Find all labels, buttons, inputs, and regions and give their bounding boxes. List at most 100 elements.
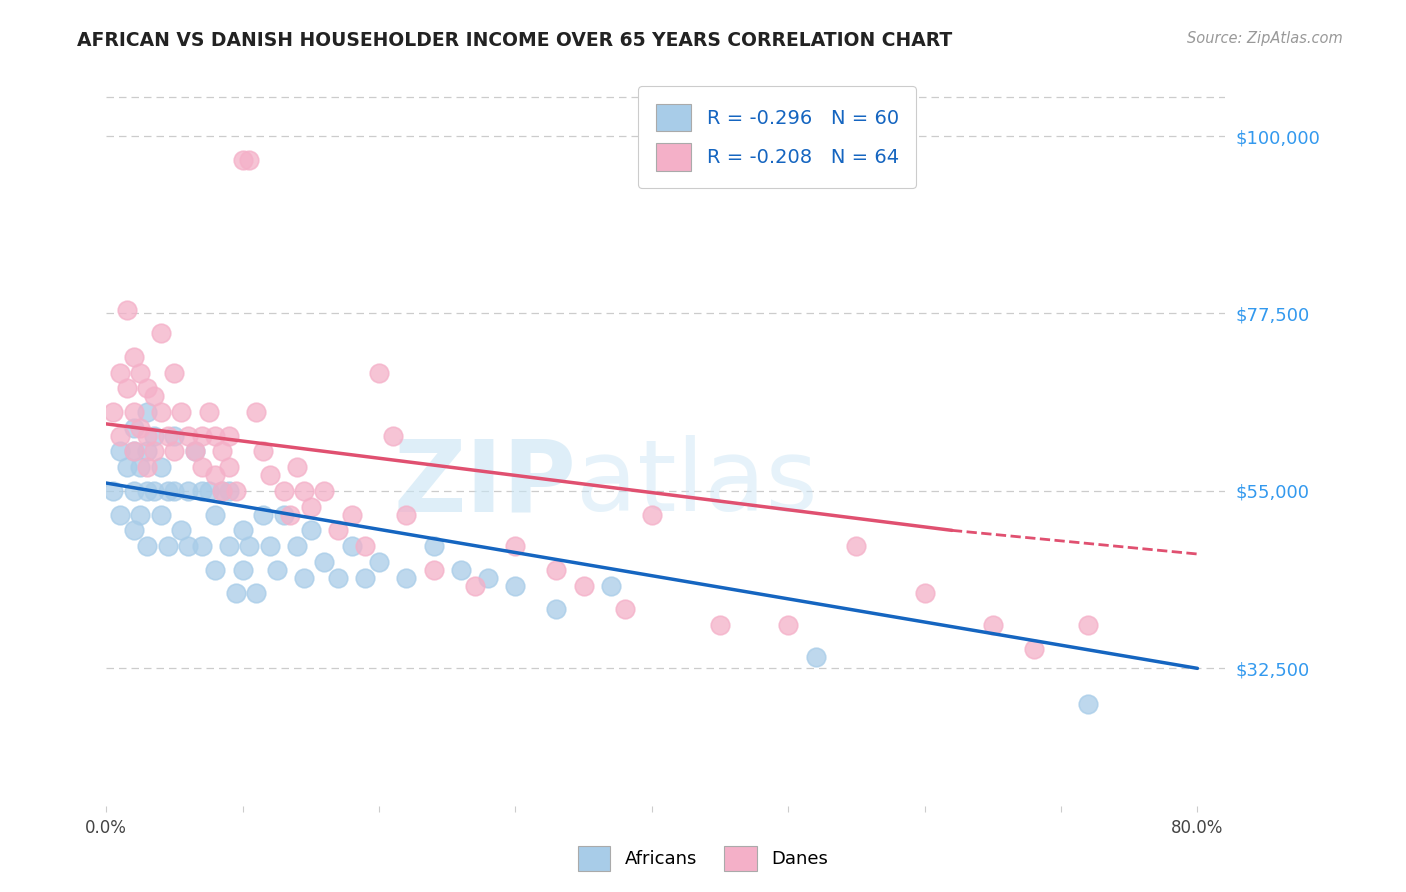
Point — [122, 524, 145, 538]
Point — [122, 483, 145, 498]
Point — [149, 460, 172, 475]
Point — [613, 602, 636, 616]
Point — [197, 483, 219, 498]
Point — [136, 381, 159, 395]
Point — [326, 524, 349, 538]
Point — [238, 153, 260, 167]
Point — [225, 483, 247, 498]
Point — [184, 444, 207, 458]
Point — [129, 421, 152, 435]
Point — [211, 483, 233, 498]
Point — [395, 508, 418, 522]
Point — [163, 366, 186, 380]
Text: atlas: atlas — [576, 435, 818, 533]
Point — [1022, 641, 1045, 656]
Text: ZIP: ZIP — [394, 435, 576, 533]
Point — [1077, 697, 1099, 711]
Point — [136, 428, 159, 442]
Point — [115, 302, 138, 317]
Point — [292, 483, 315, 498]
Point — [368, 555, 391, 569]
Point — [368, 366, 391, 380]
Point — [546, 563, 568, 577]
Point — [314, 555, 336, 569]
Point — [211, 483, 233, 498]
Point — [505, 539, 527, 553]
Point — [170, 524, 193, 538]
Point — [259, 539, 281, 553]
Legend: R = -0.296   N = 60, R = -0.208   N = 64: R = -0.296 N = 60, R = -0.208 N = 64 — [638, 87, 917, 188]
Point — [204, 468, 226, 483]
Point — [804, 649, 827, 664]
Point — [156, 483, 179, 498]
Point — [108, 366, 131, 380]
Point — [354, 571, 377, 585]
Point — [778, 618, 800, 632]
Point — [122, 405, 145, 419]
Point — [477, 571, 499, 585]
Point — [381, 428, 404, 442]
Point — [238, 539, 260, 553]
Point — [572, 578, 595, 592]
Point — [505, 578, 527, 592]
Point — [143, 428, 166, 442]
Point — [252, 508, 274, 522]
Text: Source: ZipAtlas.com: Source: ZipAtlas.com — [1187, 31, 1343, 46]
Point — [600, 578, 623, 592]
Text: AFRICAN VS DANISH HOUSEHOLDER INCOME OVER 65 YEARS CORRELATION CHART: AFRICAN VS DANISH HOUSEHOLDER INCOME OVE… — [77, 31, 953, 50]
Point — [143, 444, 166, 458]
Point — [122, 444, 145, 458]
Point — [914, 586, 936, 600]
Point — [273, 483, 295, 498]
Point — [299, 524, 322, 538]
Point — [641, 508, 664, 522]
Point — [204, 428, 226, 442]
Point — [122, 350, 145, 364]
Point — [190, 460, 212, 475]
Point — [218, 539, 240, 553]
Point — [190, 428, 212, 442]
Point — [149, 405, 172, 419]
Point — [190, 483, 212, 498]
Point — [108, 428, 131, 442]
Point — [450, 563, 472, 577]
Point — [101, 483, 124, 498]
Point — [204, 563, 226, 577]
Point — [232, 524, 254, 538]
Point — [115, 460, 138, 475]
Point — [354, 539, 377, 553]
Point — [463, 578, 485, 592]
Point — [163, 428, 186, 442]
Point — [1077, 618, 1099, 632]
Point — [218, 483, 240, 498]
Point — [197, 405, 219, 419]
Point — [136, 483, 159, 498]
Point — [108, 444, 131, 458]
Point — [136, 405, 159, 419]
Point — [211, 444, 233, 458]
Point — [245, 586, 267, 600]
Point — [280, 508, 302, 522]
Point — [149, 508, 172, 522]
Legend: Africans, Danes: Africans, Danes — [571, 838, 835, 879]
Point — [129, 508, 152, 522]
Point — [136, 460, 159, 475]
Point — [422, 539, 444, 553]
Point — [546, 602, 568, 616]
Point — [218, 460, 240, 475]
Point — [299, 500, 322, 514]
Point — [422, 563, 444, 577]
Point — [163, 483, 186, 498]
Point — [136, 539, 159, 553]
Point — [170, 405, 193, 419]
Point — [156, 428, 179, 442]
Point — [285, 539, 308, 553]
Point — [245, 405, 267, 419]
Point — [232, 153, 254, 167]
Point — [252, 444, 274, 458]
Point — [115, 381, 138, 395]
Point — [156, 539, 179, 553]
Point — [108, 508, 131, 522]
Point — [314, 483, 336, 498]
Point — [184, 444, 207, 458]
